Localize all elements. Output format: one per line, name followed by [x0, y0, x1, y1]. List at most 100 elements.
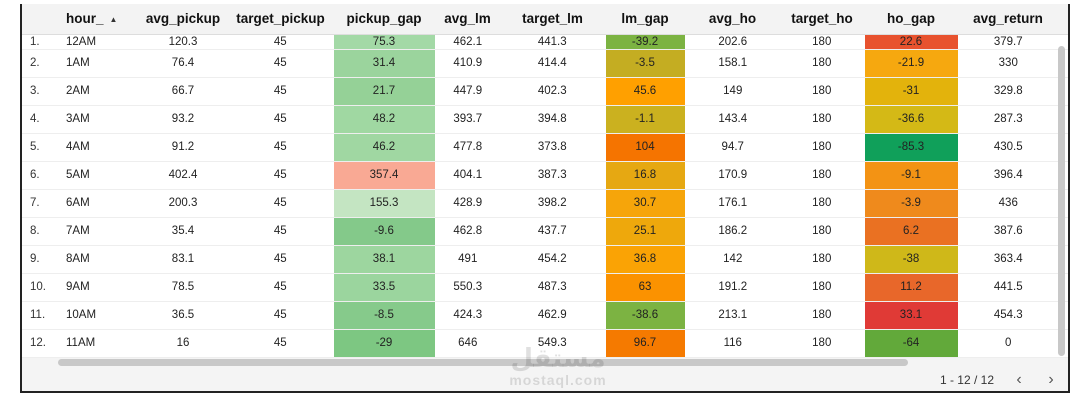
cell-target-ho: 180: [780, 301, 864, 330]
column-header-avg-return[interactable]: avg_return: [958, 4, 1058, 35]
cell-avg-lm: 447.9: [435, 77, 500, 106]
cell-target-lm: 394.8: [500, 105, 605, 134]
cell-target-ho: 180: [780, 77, 864, 106]
cell-idx: 8.: [22, 217, 58, 246]
cell-avg-ho: 158.1: [685, 49, 780, 78]
cell-avg-ho: 142: [685, 245, 780, 274]
column-header-avg-ho[interactable]: avg_ho: [685, 4, 780, 35]
cell-target-lm: 402.3: [500, 77, 605, 106]
column-header-ho-gap[interactable]: ho_gap: [864, 4, 958, 35]
cell-avg-return: 379.7: [958, 34, 1058, 50]
cell-ho-gap: -38: [863, 245, 959, 274]
cell-idx: 12.: [22, 329, 58, 358]
table-row[interactable]: 4. 3AM 93.2 45 48.2 393.7 394.8 -1.1 143.4 180 -36…: [22, 105, 1068, 134]
cell-target-pickup: 45: [228, 301, 333, 330]
cell-target-pickup: 45: [228, 77, 333, 106]
column-header-target-lm[interactable]: target_lm: [500, 4, 605, 35]
header-row: hour_ ▲ avg_pickup target_pickup pickup_g…: [22, 4, 1068, 35]
cell-lm-gap: -38.6: [604, 301, 686, 330]
cell-avg-ho: 213.1: [685, 301, 780, 330]
cell-avg-lm: 462.1: [435, 34, 500, 50]
table-body: 1. 12AM 120.3 45 75.3 462.1 441.3 -39.2 202.6 180…: [22, 34, 1068, 358]
cell-avg-pickup: 78.5: [138, 273, 228, 302]
table-row[interactable]: 6. 5AM 402.4 45 357.4 404.1 387.3 16.8 170.9 180-…: [22, 161, 1068, 190]
cell-avg-ho: 191.2: [685, 273, 780, 302]
cell-ho-gap: -3.9: [863, 189, 959, 218]
cell-target-pickup: 45: [228, 245, 333, 274]
cell-avg-pickup: 402.4: [138, 161, 228, 190]
cell-avg-ho: 170.9: [685, 161, 780, 190]
cell-avg-return: 387.6: [958, 217, 1058, 246]
cell-avg-pickup: 93.2: [138, 105, 228, 134]
cell-target-ho: 180: [780, 49, 864, 78]
cell-avg-return: 454.3: [958, 301, 1058, 330]
cell-pickup-gap: 46.2: [332, 133, 436, 162]
cell-target-ho: 180: [780, 105, 864, 134]
cell-avg-lm: 428.9: [435, 189, 500, 218]
cell-target-lm: 462.9: [500, 301, 605, 330]
cell-target-lm: 454.2: [500, 245, 605, 274]
cell-hour: 4AM: [58, 133, 138, 162]
column-header-target-ho[interactable]: target_ho: [780, 4, 864, 35]
table-row[interactable]: 2. 1AM 76.4 45 31.4 410.9 414.4 -3.5 158.1 180 -21…: [22, 49, 1068, 78]
cell-lm-gap: 104: [604, 133, 686, 162]
cell-avg-pickup: 16: [138, 329, 228, 358]
cell-target-ho: 180: [780, 329, 864, 358]
cell-avg-ho: 149: [685, 77, 780, 106]
cell-hour: 12AM: [58, 34, 138, 50]
table-row[interactable]: 12. 11AM 16 45 -29 646 549.3 96.7 116 180 -64 0: [22, 329, 1068, 358]
cell-target-lm: 549.3: [500, 329, 605, 358]
table-row[interactable]: 10. 9AM 78.5 45 33.5 550.3 487.3 63 191.2 180 11.2…: [22, 273, 1068, 302]
cell-avg-return: 430.5: [958, 133, 1058, 162]
table-viewport[interactable]: hour_ ▲ avg_pickup target_pickup pickup_g…: [22, 4, 1068, 358]
table-row[interactable]: 5. 4AM 91.2 45 46.2 477.8 373.8 104 94.7 180 -85.3…: [22, 133, 1068, 162]
cell-pickup-gap: 33.5: [332, 273, 436, 302]
cell-target-lm: 373.8: [500, 133, 605, 162]
chevron-left-icon[interactable]: ‹: [1016, 371, 1022, 388]
cell-lm-gap: -39.2: [604, 34, 686, 50]
cell-lm-gap: -3.5: [604, 49, 686, 78]
cell-avg-lm: 646: [435, 329, 500, 358]
cell-pickup-gap: -29: [332, 329, 436, 358]
table-row[interactable]: 9. 8AM 83.1 45 38.1 491 454.2 36.8 142 180 -38 363.…: [22, 245, 1068, 274]
cell-avg-lm: 410.9: [435, 49, 500, 78]
table-row[interactable]: 3. 2AM 66.7 45 21.7 447.9 402.3 45.6 149 180 -31 32…: [22, 77, 1068, 106]
cell-target-pickup: 45: [228, 329, 333, 358]
cell-avg-ho: 186.2: [685, 217, 780, 246]
column-header-target-pickup[interactable]: target_pickup: [228, 4, 333, 35]
column-header-pickup-gap[interactable]: pickup_gap: [333, 4, 435, 35]
cell-hour: 11AM: [58, 329, 138, 358]
cell-ho-gap: -9.1: [863, 161, 959, 190]
table-row[interactable]: 11. 10AM 36.5 45 -8.5 424.3 462.9 -38.6 213.1 180…: [22, 301, 1068, 330]
cell-lm-gap: 16.8: [604, 161, 686, 190]
cell-avg-return: 287.3: [958, 105, 1058, 134]
table-row[interactable]: 8. 7AM 35.4 45 -9.6 462.8 437.7 25.1 186.2 180 6.2…: [22, 217, 1068, 246]
chevron-right-icon[interactable]: ›: [1048, 371, 1054, 388]
table-row[interactable]: 1. 12AM 120.3 45 75.3 462.1 441.3 -39.2 202.6 180…: [22, 34, 1068, 50]
pagination: 1 - 12 / 12 ‹ ›: [940, 370, 1058, 390]
horizontal-scrollbar[interactable]: [58, 359, 908, 366]
cell-avg-lm: 404.1: [435, 161, 500, 190]
column-header-avg-lm[interactable]: avg_lm: [435, 4, 500, 35]
cell-target-ho: 180: [780, 161, 864, 190]
column-header-lm-gap[interactable]: lm_gap: [605, 4, 685, 35]
cell-avg-return: 330: [958, 49, 1058, 78]
column-header-truncated[interactable]: t: [1058, 4, 1068, 35]
cell-avg-lm: 491: [435, 245, 500, 274]
cell-hour: 8AM: [58, 245, 138, 274]
cell-target-ho: 180: [780, 245, 864, 274]
pagination-range: 1 - 12 / 12: [939, 373, 994, 387]
column-header-hour[interactable]: hour_ ▲: [58, 4, 138, 35]
cell-avg-pickup: 35.4: [138, 217, 228, 246]
cell-hour: 7AM: [58, 217, 138, 246]
cell-ho-gap: 6.2: [863, 217, 959, 246]
cell-ho-gap: -85.3: [863, 133, 959, 162]
cell-idx: 3.: [22, 77, 58, 106]
vertical-scrollbar[interactable]: [1058, 46, 1065, 356]
column-header-avg-pickup[interactable]: avg_pickup: [138, 4, 228, 35]
table-row[interactable]: 7. 6AM 200.3 45 155.3 428.9 398.2 30.7 176.1 180-…: [22, 189, 1068, 218]
cell-pickup-gap: 38.1: [332, 245, 436, 274]
cell-avg-lm: 550.3: [435, 273, 500, 302]
cell-target-pickup: 45: [228, 105, 333, 134]
cell-idx: 5.: [22, 133, 58, 162]
